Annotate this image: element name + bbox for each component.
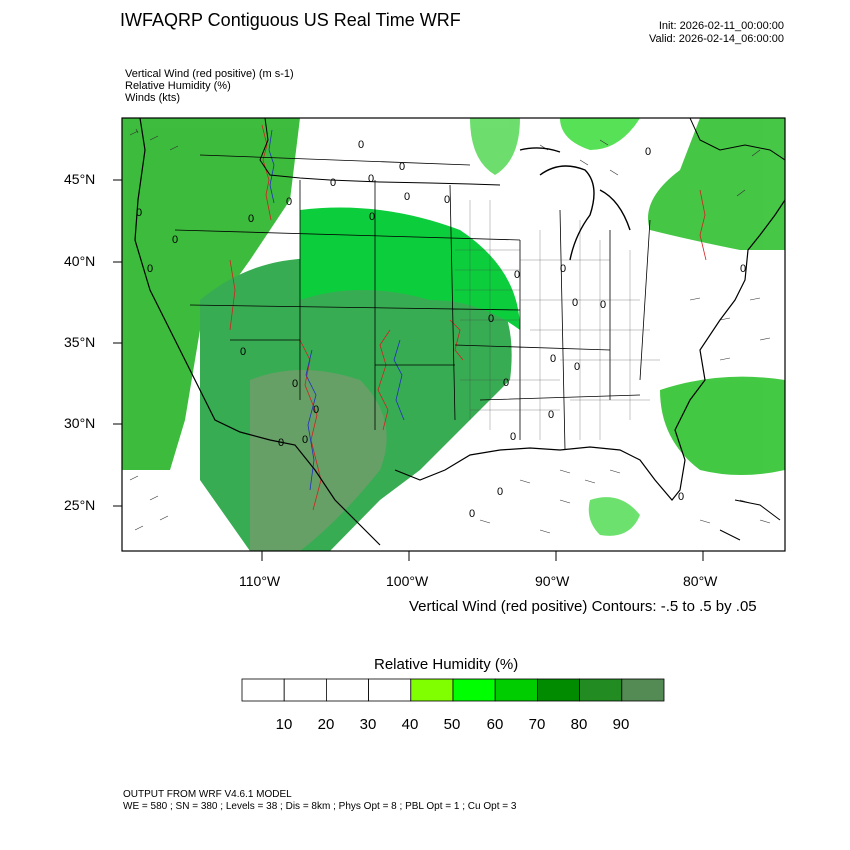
vertical-wind-contours bbox=[229, 124, 707, 511]
contour-label: 0 bbox=[136, 207, 142, 219]
contour-label: 0 bbox=[645, 146, 651, 158]
contour-label: 0 bbox=[488, 313, 494, 325]
contour-label: 0 bbox=[147, 263, 153, 275]
colorbar-tick: 80 bbox=[570, 716, 588, 733]
contour-note: Vertical Wind (red positive) Contours: -… bbox=[409, 598, 757, 615]
valid-time: Valid: 2026-02-14_06:00:00 bbox=[649, 33, 784, 45]
contour-label: 0 bbox=[248, 213, 254, 225]
colorbar-tick: 40 bbox=[401, 716, 419, 733]
lon-label-80: 80°W bbox=[683, 573, 718, 589]
contour-label: 0 bbox=[510, 431, 516, 443]
colorbar-tick: 70 bbox=[528, 716, 546, 733]
lat-ticks bbox=[113, 179, 704, 561]
lat-label-40: 40°N bbox=[64, 253, 96, 269]
contour-label: 0 bbox=[240, 346, 246, 358]
map-field-layer: 0 0 0 0 0 0 0 0 0 0 0 0 0 0 0 0 0 0 0 0 … bbox=[122, 118, 785, 551]
figure-title: IWFAQRP Contiguous US Real Time WRF bbox=[120, 10, 461, 30]
contour-label: 0 bbox=[368, 173, 374, 185]
lon-label-100: 100°W bbox=[386, 573, 429, 589]
contour-label: 0 bbox=[600, 299, 606, 311]
contour-label: 0 bbox=[572, 297, 578, 309]
contour-label: 0 bbox=[678, 491, 684, 503]
contour-label: 0 bbox=[286, 196, 292, 208]
footer-config-line: WE = 580 ; SN = 380 ; Levels = 38 ; Dis … bbox=[123, 801, 517, 812]
contour-label: 0 bbox=[740, 263, 746, 275]
init-time: Init: 2026-02-11_00:00:00 bbox=[658, 20, 784, 32]
colorbar-tick: 20 bbox=[317, 716, 335, 733]
colorbar-swatch bbox=[494, 678, 538, 702]
contour-label: 0 bbox=[514, 269, 520, 281]
colorbar-tick: 50 bbox=[443, 716, 461, 733]
contour-label: 0 bbox=[444, 194, 450, 206]
contour-label: 0 bbox=[313, 404, 319, 416]
contour-label: 0 bbox=[469, 508, 475, 520]
contour-label: 0 bbox=[358, 139, 364, 151]
contour-label: 0 bbox=[550, 353, 556, 365]
field-label-vertical-wind: Vertical Wind (red positive) (m s-1) bbox=[125, 68, 294, 80]
colorbar-swatch bbox=[283, 678, 327, 702]
map-boundaries bbox=[134, 118, 785, 546]
zero-contour-labels: 0 0 0 0 0 0 0 0 0 0 0 0 0 0 0 0 0 0 0 0 … bbox=[136, 139, 746, 520]
contour-label: 0 bbox=[497, 486, 503, 498]
colorbar-swatch bbox=[241, 678, 285, 702]
lat-label-45: 45°N bbox=[64, 171, 96, 187]
contour-label: 0 bbox=[330, 177, 336, 189]
lat-label-25: 25°N bbox=[64, 497, 96, 513]
field-label-relative-humidity: Relative Humidity (%) bbox=[125, 80, 231, 92]
humidity-colorbar bbox=[241, 678, 665, 702]
colorbar-swatch bbox=[452, 678, 496, 702]
contour-label: 0 bbox=[399, 161, 405, 173]
contour-label: 0 bbox=[548, 409, 554, 421]
colorbar-swatch bbox=[410, 678, 454, 702]
contour-label: 0 bbox=[278, 437, 284, 449]
contour-label: 0 bbox=[560, 263, 566, 275]
colorbar-tick: 90 bbox=[612, 716, 630, 733]
contour-label: 0 bbox=[404, 191, 410, 203]
contour-label: 0 bbox=[503, 377, 509, 389]
contour-label: 0 bbox=[369, 211, 375, 223]
lat-label-30: 30°N bbox=[64, 415, 96, 431]
contour-label: 0 bbox=[172, 234, 178, 246]
colorbar-swatch bbox=[326, 678, 370, 702]
map-frame bbox=[121, 117, 786, 552]
colorbar-swatch bbox=[579, 678, 623, 702]
colorbar-swatch bbox=[536, 678, 580, 702]
field-label-winds: Winds (kts) bbox=[125, 92, 180, 104]
contour-label: 0 bbox=[292, 378, 298, 390]
lon-label-90: 90°W bbox=[535, 573, 570, 589]
colorbar-tick: 10 bbox=[275, 716, 293, 733]
contour-label: 0 bbox=[302, 434, 308, 446]
lat-label-35: 35°N bbox=[64, 334, 96, 350]
colorbar-title: Relative Humidity (%) bbox=[374, 656, 519, 673]
contour-label: 0 bbox=[574, 361, 580, 373]
colorbar-swatch bbox=[368, 678, 412, 702]
footer-model-line: OUTPUT FROM WRF V4.6.1 MODEL bbox=[123, 789, 292, 800]
colorbar-swatch bbox=[621, 678, 665, 702]
lon-label-110: 110°W bbox=[239, 573, 281, 589]
colorbar-tick: 30 bbox=[359, 716, 377, 733]
wind-barbs bbox=[129, 128, 771, 534]
colorbar-tick: 60 bbox=[486, 716, 504, 733]
